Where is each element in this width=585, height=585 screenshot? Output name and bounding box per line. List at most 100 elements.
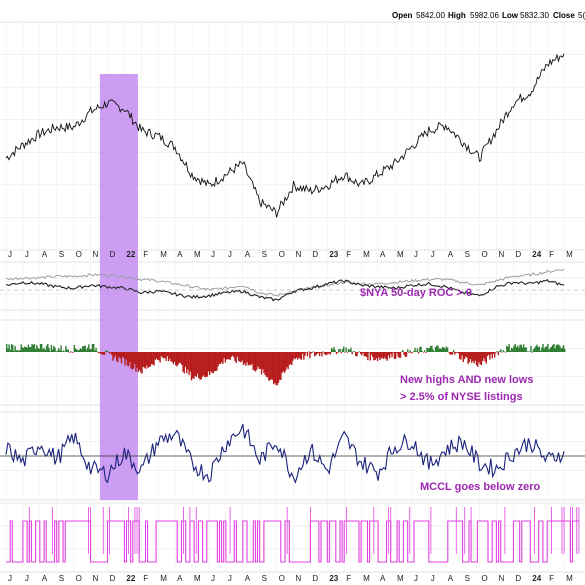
highs-lows-bar — [125, 352, 127, 360]
high-value: 5982.06 — [470, 11, 499, 20]
highs-lows-bar — [452, 349, 455, 352]
highs-lows-bar — [358, 351, 361, 352]
highs-lows-bar — [237, 352, 240, 361]
highs-lows-bar — [310, 352, 312, 354]
highs-lows-bar — [49, 351, 51, 352]
highs-lows-bar — [519, 344, 521, 352]
x-tick-label: M — [566, 250, 573, 259]
highs-lows-bar — [472, 352, 474, 361]
highs-lows-bar — [555, 345, 558, 352]
highs-lows-bar — [14, 346, 16, 352]
highs-lows-bar — [365, 352, 368, 358]
highs-lows-bar — [67, 349, 70, 352]
x-tick-label: 23 — [329, 250, 338, 259]
x-tick-label: S — [59, 250, 64, 259]
highs-lows-bar — [62, 350, 65, 352]
highs-lows-bar — [275, 352, 277, 386]
highs-lows-bar — [20, 344, 22, 352]
x-tick-label: J — [414, 574, 418, 583]
highs-lows-bar — [502, 350, 504, 352]
x-tick-label: J — [414, 250, 418, 259]
highs-lows-bar — [51, 349, 54, 352]
highs-lows-bar — [107, 351, 109, 352]
highs-lows-bar — [449, 352, 451, 355]
x-tick-label: M — [194, 250, 201, 259]
highs-lows-bar — [309, 352, 311, 359]
highs-lows-bar — [221, 352, 223, 363]
close-value: 5( — [578, 11, 585, 20]
highs-lows-bar — [41, 344, 43, 352]
highs-lows-bar — [141, 352, 143, 374]
highs-lows-bar — [451, 352, 454, 355]
highs-lows-bar — [92, 344, 95, 352]
price-series-line — [5, 53, 565, 218]
highs-lows-bar — [504, 352, 507, 353]
highs-lows-bar — [172, 352, 175, 365]
highs-lows-bar — [535, 346, 537, 352]
x-tick-label: D — [109, 250, 115, 259]
highs-lows-bar — [153, 352, 155, 366]
highs-lows-bar — [514, 344, 516, 352]
open-value: 5842.00 — [416, 11, 445, 20]
highs-lows-bar — [68, 352, 71, 353]
highs-lows-bar — [31, 344, 33, 352]
highs-lows-bar — [138, 352, 141, 370]
highs-lows-bar — [219, 352, 222, 365]
highs-lows-bar — [9, 350, 12, 352]
highs-lows-bar — [416, 348, 419, 352]
highs-lows-bar — [250, 352, 252, 366]
x-tick-label: O — [482, 250, 488, 259]
highs-lows-bar — [375, 352, 378, 359]
highs-lows-bar — [63, 351, 66, 352]
highs-lows-bar — [150, 352, 153, 364]
highs-lows-bar — [530, 346, 532, 352]
highs-lows-bar — [531, 352, 533, 353]
highs-lows-bar — [126, 352, 129, 366]
highs-lows-bar — [206, 352, 208, 377]
highs-lows-bar — [346, 352, 349, 353]
highs-lows-bar — [379, 352, 381, 360]
highs-lows-bar — [385, 352, 387, 360]
highs-lows-bar — [497, 352, 500, 356]
highs-lows-bar — [282, 352, 285, 372]
highs-lows-bar — [85, 349, 88, 352]
highs-lows-bar — [213, 352, 216, 372]
highs-lows-bar — [173, 352, 176, 362]
highs-lows-bar — [391, 352, 393, 358]
highs-lows-bar — [320, 352, 322, 353]
highs-lows-bar — [478, 352, 480, 363]
highs-lows-bar — [109, 352, 112, 353]
x-tick-label: J — [25, 250, 29, 259]
mccl-annotation: MCCL goes below zero — [420, 481, 540, 493]
highs-lows-bar — [458, 352, 461, 360]
highs-lows-bar — [312, 351, 315, 352]
highs-lows-bar — [374, 352, 376, 361]
highs-lows-bar — [135, 352, 137, 372]
x-tick-label: M — [363, 574, 370, 583]
x-tick-label: F — [549, 250, 554, 259]
highs-lows-bar — [467, 352, 469, 364]
highs-lows-bar — [285, 352, 287, 371]
low-label: Low — [502, 11, 519, 20]
highs-lows-bar — [468, 352, 471, 363]
x-tick-label: A — [380, 574, 386, 583]
x-axis-bottom: J J A S O N D 22 F M A M J J A S O N D 23 F M A M J J A S O N D 24 F M — [8, 574, 573, 583]
highs-lows-bar — [471, 352, 473, 363]
highs-lows-bar — [332, 349, 334, 352]
highs-lows-bar — [362, 352, 364, 354]
highs-lows-bar — [562, 345, 565, 352]
highs-lows-bar — [72, 352, 74, 353]
highs-lows-bar — [277, 352, 280, 384]
open-label: Open — [392, 11, 413, 20]
highs-lows-bar — [79, 348, 82, 352]
highs-lows-bar — [233, 352, 235, 358]
highs-lows-bar — [7, 348, 9, 352]
highs-lows-bar — [503, 351, 506, 352]
highs-lows-bar — [26, 347, 28, 352]
highs-lows-bar — [463, 352, 466, 360]
highs-lows-bar — [305, 352, 307, 353]
highs-lows-bar — [445, 346, 448, 352]
highs-lows-bar — [432, 349, 434, 352]
highs-lows-bar — [268, 352, 270, 381]
